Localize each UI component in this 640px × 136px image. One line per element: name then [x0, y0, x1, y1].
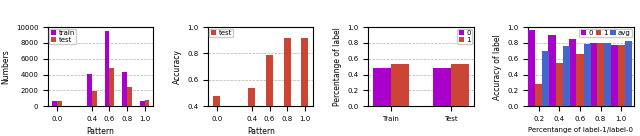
Bar	[542, 51, 550, 106]
Bar	[391, 64, 409, 106]
Bar	[301, 38, 308, 136]
Y-axis label: Accuracy: Accuracy	[173, 49, 182, 84]
Bar	[433, 68, 451, 106]
Bar	[597, 43, 604, 106]
Bar	[604, 43, 611, 106]
Y-axis label: Accuracy of label: Accuracy of label	[493, 34, 502, 100]
Bar	[569, 39, 576, 106]
Legend: 0, 1, avg: 0, 1, avg	[579, 29, 632, 37]
Bar	[266, 55, 273, 136]
Bar	[57, 101, 61, 106]
Y-axis label: Numbers: Numbers	[1, 49, 10, 84]
Bar	[122, 72, 127, 106]
Legend: test: test	[209, 29, 233, 37]
Bar	[563, 46, 570, 106]
Bar	[548, 35, 556, 106]
Bar	[104, 31, 109, 106]
X-axis label: Percentange of label-1/label-0: Percentange of label-1/label-0	[529, 127, 634, 133]
Bar	[145, 100, 149, 106]
Bar	[213, 96, 220, 136]
Bar	[87, 74, 92, 106]
Bar	[52, 101, 57, 106]
Bar	[284, 38, 291, 136]
X-axis label: Pattern: Pattern	[247, 127, 275, 136]
Bar	[248, 88, 255, 136]
Bar	[618, 45, 625, 106]
Bar	[109, 68, 115, 106]
Bar	[127, 87, 132, 106]
Legend: train, test: train, test	[49, 29, 76, 44]
Bar	[625, 41, 632, 106]
Bar	[535, 84, 542, 106]
Y-axis label: Percentange of label: Percentange of label	[333, 27, 342, 106]
Bar	[373, 68, 391, 106]
Bar	[576, 54, 584, 106]
Bar	[589, 43, 597, 106]
Bar	[584, 44, 591, 106]
Bar	[140, 101, 145, 106]
Bar	[528, 30, 535, 106]
X-axis label: Pattern: Pattern	[87, 127, 115, 136]
Bar	[451, 64, 468, 106]
Legend: 0, 1: 0, 1	[457, 29, 472, 44]
Bar	[611, 45, 618, 106]
Bar	[556, 63, 563, 106]
Bar	[92, 91, 97, 106]
